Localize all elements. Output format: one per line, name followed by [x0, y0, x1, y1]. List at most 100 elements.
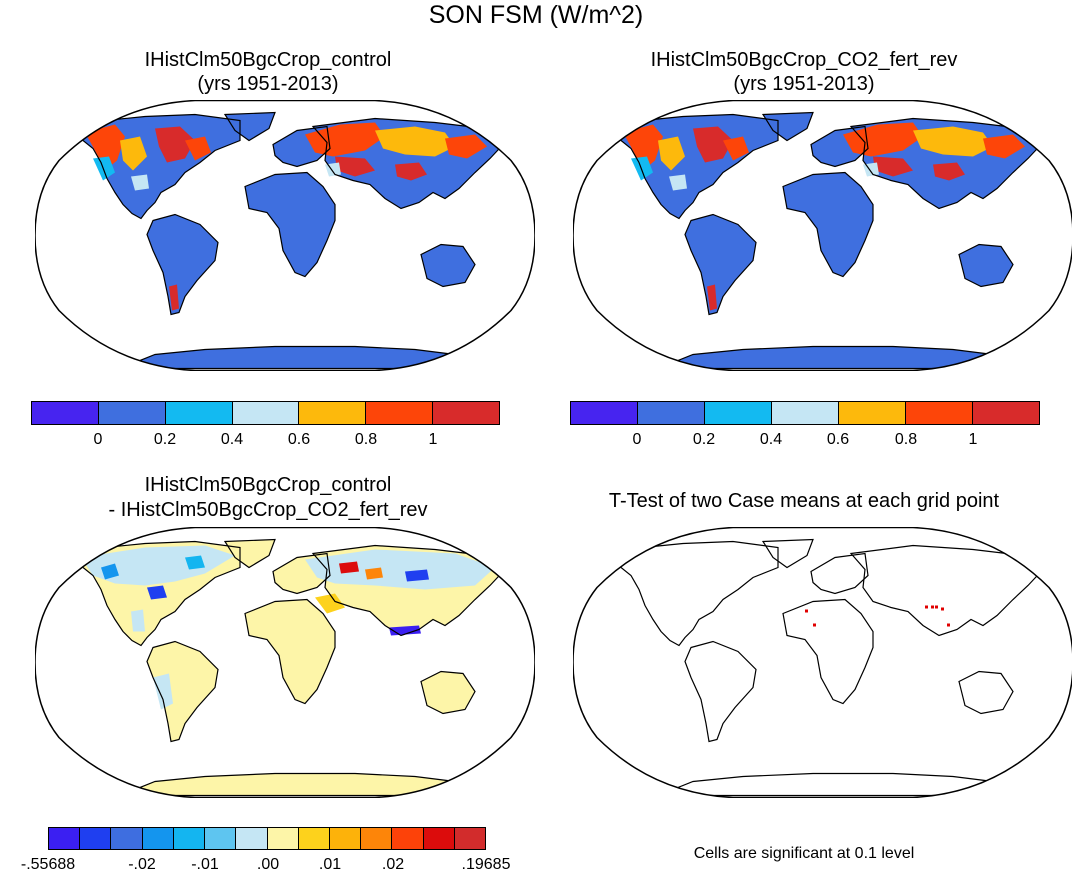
coastline-europe: [810, 125, 869, 168]
colorbar-control-swatch: [232, 402, 300, 424]
land-sa: [147, 641, 218, 742]
land-greenland: [225, 112, 275, 141]
colorbar-diff-tick-label: .00: [256, 856, 280, 873]
colorbar-diff-swatch: [236, 828, 268, 849]
colorbar-control-swatch: [165, 402, 233, 424]
colorbar-control-swatch: [433, 402, 500, 424]
colorbar-diff-swatch: [267, 828, 299, 849]
colorbar-diff-swatch: [80, 828, 112, 849]
panel2-subtitle: (yrs 1951-2013): [733, 73, 875, 95]
land-africa: [245, 172, 335, 277]
panel3-title: IHistClm50BgcCrop_control: [144, 474, 392, 496]
coastline-europe: [810, 552, 869, 595]
colorbar-control-swatch: [98, 402, 166, 424]
coastline-europe: [272, 125, 331, 168]
colorbar-co2-tick-label: 0.4: [759, 431, 783, 448]
coastline-africa: [782, 598, 874, 705]
map-boundary: [573, 527, 1072, 798]
colorbar-diff-swatch: [205, 828, 237, 849]
significant-cell: [941, 607, 944, 611]
difference-patch: [339, 561, 359, 574]
anomaly-patch: [723, 136, 749, 161]
coastline-australia: [958, 670, 1014, 715]
land-africa: [783, 172, 873, 277]
anomaly-patch: [85, 124, 125, 171]
coastline-greenland: [223, 538, 276, 569]
coastline-sa: [146, 213, 219, 316]
panel3-subtitle: - IHistClm50BgcCrop_CO2_fert_rev: [108, 499, 428, 521]
panel1-title: IHistClm50BgcCrop_control: [144, 49, 392, 71]
land-australia: [421, 244, 475, 287]
difference-patch: [81, 545, 235, 586]
difference-patch: [153, 673, 173, 710]
colorbar-co2-tick-label: 0.6: [826, 431, 850, 448]
colorbar-co2-fert-rev: [570, 401, 1040, 425]
difference-patch: [147, 585, 167, 600]
anomaly-patch: [843, 122, 923, 157]
colorbar-diff-swatch: [298, 828, 330, 849]
significant-cell: [931, 605, 934, 609]
significant-cell: [935, 605, 938, 609]
difference-patch: [305, 549, 495, 590]
colorbar-co2-swatch: [638, 402, 705, 424]
map-boundary: [573, 100, 1072, 371]
colorbar-co2-swatch: [571, 402, 638, 424]
coastline-greenland: [761, 111, 814, 142]
anomaly-patch: [395, 162, 427, 181]
map-boundary: [35, 527, 535, 798]
anomaly-patch: [335, 156, 375, 177]
colorbar-co2-swatch: [839, 402, 906, 424]
colorbar-co2-swatch: [973, 402, 1039, 424]
significant-cell: [805, 609, 808, 613]
colorbar-diff-tick-label: -.01: [191, 856, 219, 873]
coastline-greenland: [223, 111, 276, 142]
colorbar-diff-swatch: [49, 828, 81, 849]
colorbar-control-tick-label: 1: [428, 431, 438, 448]
significant-cell: [947, 623, 950, 627]
colorbar-difference: [48, 827, 486, 850]
anomaly-patch: [305, 122, 385, 157]
colorbar-control-tick-label: 0.8: [354, 431, 378, 448]
anomaly-patch: [913, 126, 993, 157]
anomaly-patch: [669, 174, 687, 191]
anomaly-patch: [131, 174, 149, 191]
coastline-africa: [782, 171, 874, 278]
land-greenland: [763, 112, 813, 141]
coastline-sa: [146, 640, 219, 743]
anomaly-patch: [93, 156, 115, 181]
anomaly-patch: [445, 134, 487, 159]
colorbar-control-tick-label: 0.2: [153, 431, 177, 448]
anomaly-patch: [983, 134, 1025, 159]
colorbar-control-tick-label: 0.6: [287, 431, 311, 448]
colorbar-diff-swatch: [173, 828, 206, 849]
colorbar-control-tick-label: 0: [93, 431, 103, 448]
colorbar-diff-tick-label: .01: [318, 856, 342, 873]
significant-cell: [925, 605, 928, 609]
anomaly-patch: [155, 126, 195, 163]
coastline-antarctica: [657, 772, 1026, 797]
coastline-europe: [272, 552, 331, 595]
anomaly-patch: [169, 284, 179, 311]
significance-note: Cells are significant at 0.1 level: [693, 845, 915, 862]
map-panel-difference: [35, 527, 535, 798]
colorbar-co2-tick-label: 0.2: [692, 431, 716, 448]
colorbar-diff-swatch: [329, 828, 362, 849]
colorbar-co2-swatch: [705, 402, 772, 424]
coastline-na: [74, 540, 241, 647]
colorbar-co2-tick-label: 0.8: [894, 431, 918, 448]
difference-patch: [405, 569, 429, 582]
difference-patch: [101, 563, 119, 580]
anomaly-patch: [658, 136, 685, 171]
anomaly-patch: [185, 136, 211, 161]
coastline-africa: [244, 598, 336, 705]
land-greenland: [225, 539, 275, 568]
colorbar-co2-tick-label: 1: [968, 431, 978, 448]
coastline-australia: [958, 243, 1014, 288]
panel4-title: T-Test of two Case means at each grid po…: [608, 490, 1000, 512]
land-antarctica: [658, 346, 1025, 369]
coastline-australia: [420, 670, 476, 715]
significant-cell: [813, 623, 816, 627]
colorbar-co2-swatch: [772, 402, 839, 424]
land-sa: [147, 214, 218, 315]
coastline-sa: [684, 640, 757, 743]
